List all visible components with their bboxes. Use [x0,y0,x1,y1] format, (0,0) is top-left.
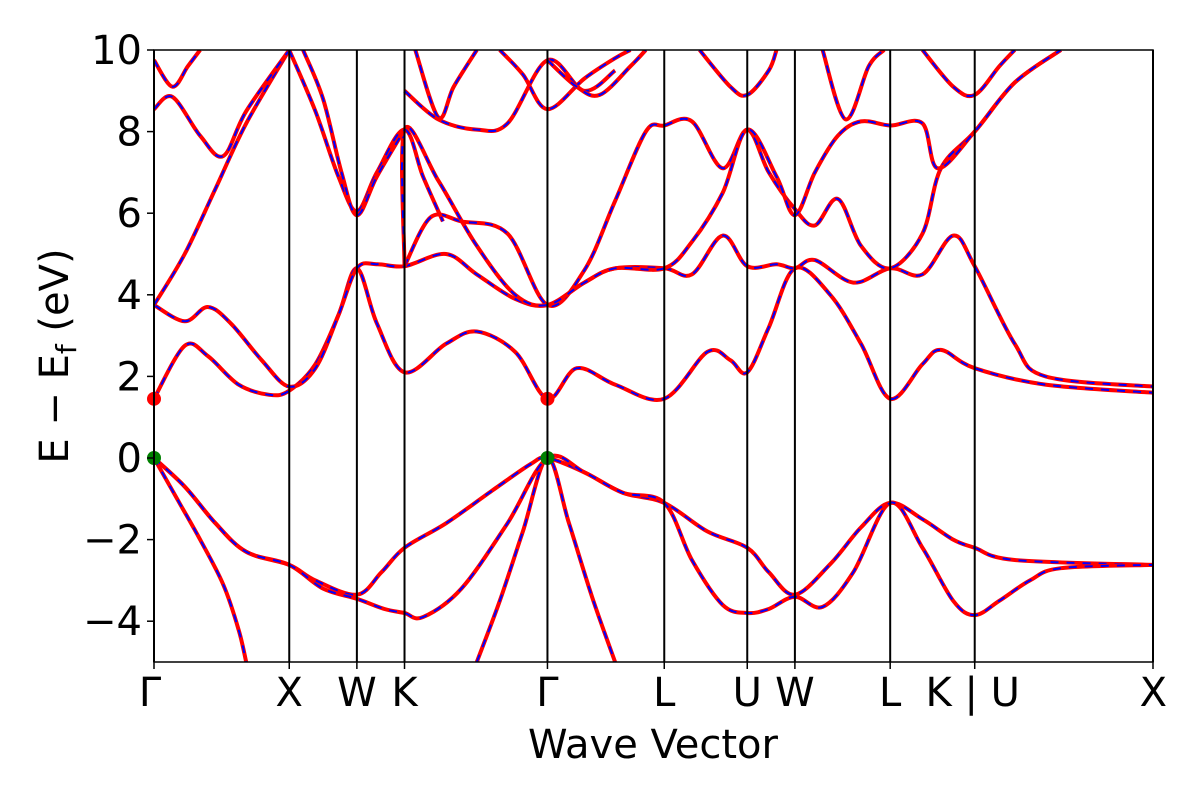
band-line-dashed-0 [154,457,248,662]
band-line-5 [154,233,1153,389]
x-tick-label-0: Γ [139,670,162,716]
x-tick-label-8: L [879,670,902,716]
band-line-3 [154,453,1153,621]
x-tick-label-2: W [337,670,377,716]
x-tick-label-5: L [653,670,676,716]
y-tick-label-2: 0 [117,436,142,482]
band-line-dashed-18 [821,50,885,121]
y-tick-label-5: 6 [117,191,142,237]
band-line-9 [154,50,291,159]
band-line-dashed-12 [302,50,406,217]
band-extrema-markers [147,391,555,465]
y-tick-label-0: −4 [83,599,142,645]
band-line-dashed-3 [154,454,1153,620]
x-tick-label-1: X [276,670,303,716]
band-lines [154,50,1153,662]
band-line-dashed-16 [546,50,647,97]
x-tick-label-10: X [1140,670,1167,716]
band-line-dashed-6 [154,50,291,306]
band-line-dashed-5 [154,234,1153,388]
band-line-dashed-13 [414,50,478,120]
band-line-dashed-9 [154,50,291,158]
band-line-10 [154,50,202,89]
y-axis-label: E − Ef (eV) [32,248,83,463]
y-tick-label-3: 2 [117,354,142,400]
x-tick-label-6: U [733,670,762,716]
band-line-dashed-10 [154,50,201,88]
y-axis-label-main: E − E [32,354,78,464]
band-line-dashed-11 [288,50,444,222]
x-tick-label-3: K [391,670,419,716]
y-axis-label-unit: (eV) [32,248,78,344]
band-line-19 [920,50,1017,99]
band-line-dashed-19 [921,50,1016,98]
band-line-dashed-4 [154,266,1153,401]
plot-frame [153,49,1154,663]
y-tick-label-4: 4 [117,273,142,319]
band-line-dashed-1 [475,457,617,662]
y-axis-ticks: −4 −2 0 2 4 6 8 10 [83,28,154,645]
band-line-0 [154,457,249,662]
x-tick-label-7: W [775,670,815,716]
band-line-12 [301,50,407,218]
x-axis-label: Wave Vector [528,722,779,768]
band-line-14 [403,57,617,134]
x-tick-label-9: K | U [926,670,1020,716]
y-tick-label-7: 10 [91,28,142,74]
band-line-17 [698,50,779,98]
band-line-dashed-8 [401,50,1062,307]
y-tick-label-1: −2 [83,518,142,564]
kpoint-lines [153,50,1154,662]
x-tick-label-4: Γ [536,670,559,716]
band-line-dashed-15 [499,50,631,111]
y-tick-label-6: 8 [117,110,142,156]
y-axis-label-subscript: f [50,343,83,354]
